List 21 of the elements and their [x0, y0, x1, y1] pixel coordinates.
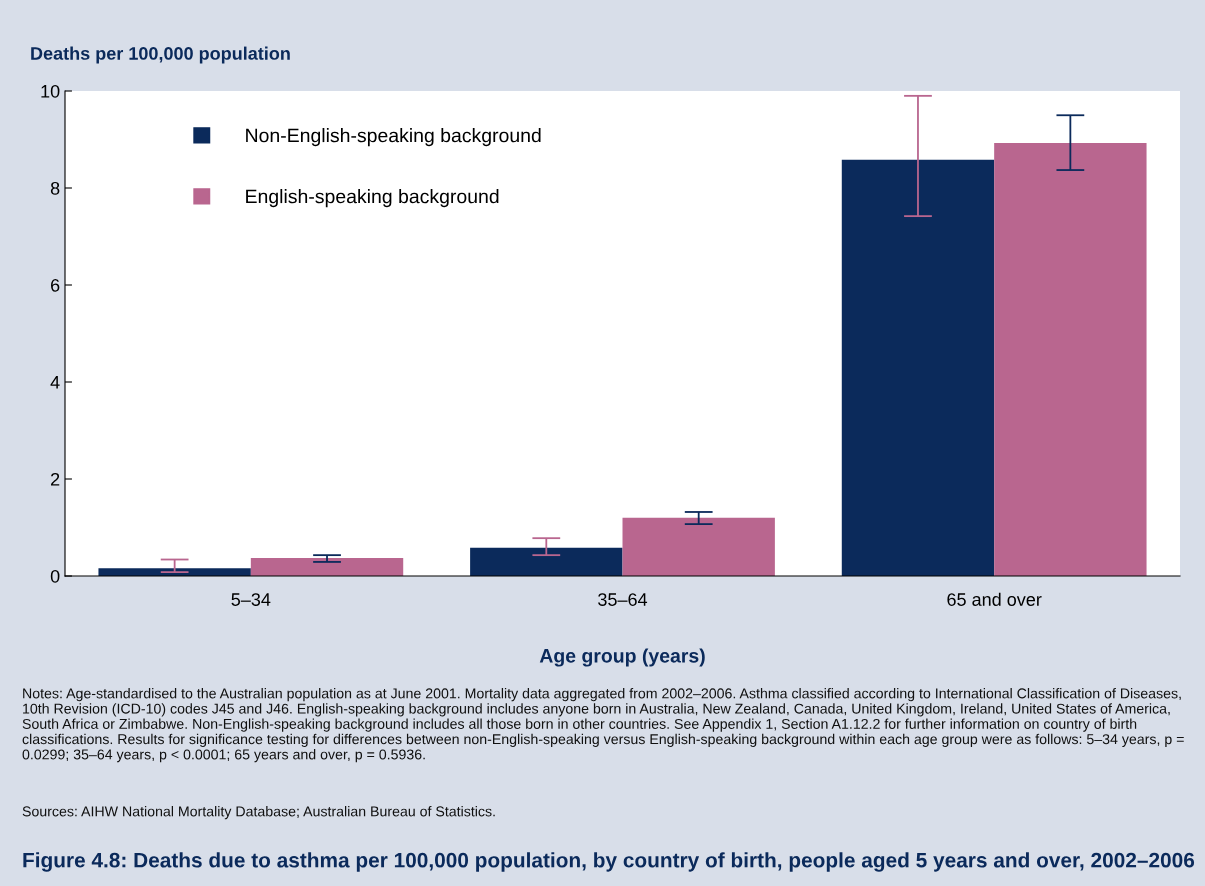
- bar: [250, 558, 404, 576]
- legend-label: English-speaking background: [246, 189, 499, 208]
- y-tick-label: 8: [50, 181, 60, 195]
- legend-label: Non-English-speaking background: [246, 128, 541, 147]
- text: Notes: Age-standardised to the Australian population as at June 2001. Mortality data aggregated from 2002–2006. Asthma classified according to International Classification of Diseases, 10th Revision (ICD-10) codes J45 and J46. English-speaking background includes anyone born in Australia, New Zealand, Canada, United Kingdom, Ireland, United States of America, South Africa or Zimbabwe. Non-English-speaking background includes all those born in other countries. See Appendix 1, Section A1.12.2 for further information on country of birth classifications. Results for significance testing for differences between non-English-speaking versus English-speaking background within each age group were as follows: 5–34 years, p = 0.0299; 35–64 years, p < 0.0001; 65 years and over, p = 0.5936.: [22, 688, 1184, 763]
- y-tick-label: 0: [50, 569, 60, 583]
- y-tick-label: 4: [50, 376, 60, 389]
- x-axis-title: Age group (years): [539, 648, 705, 667]
- text: Figure 4.8: Deaths due to asthma per 100,000 population, by country of birth, people aged 5 years and over, 2002–2006: [23, 852, 1195, 872]
- y-tick-label: 6: [51, 278, 60, 292]
- bar: [470, 547, 623, 576]
- source-note: Sources: AIHW National Mortality Database; Australian Bureau of Statistics.: [22, 806, 495, 820]
- y-tick-label: 10: [41, 84, 60, 98]
- x-tick-label: 5–34: [231, 593, 271, 606]
- y-tick-label: 2: [51, 472, 60, 486]
- y-axis-title: Deaths per 100,000 population: [31, 46, 290, 64]
- bar: [622, 517, 775, 576]
- bar: [841, 159, 995, 576]
- x-tick-label: 35–64: [598, 593, 648, 606]
- x-tick-label: 65 and over: [947, 592, 1042, 606]
- bar: [994, 142, 1147, 576]
